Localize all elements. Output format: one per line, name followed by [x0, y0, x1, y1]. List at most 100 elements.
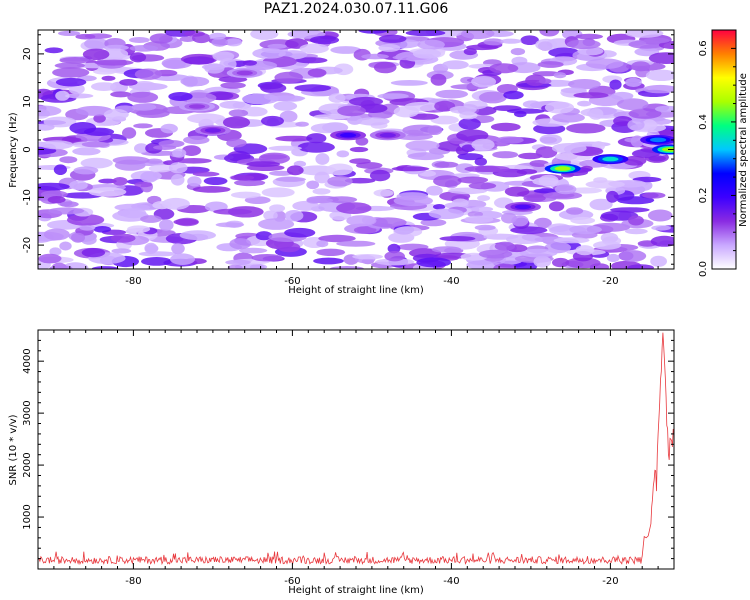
heatmap-cell: [570, 216, 596, 225]
heatmap-cell: [54, 62, 86, 69]
heatmap-cell: [630, 135, 644, 148]
heatmap-cell: [173, 218, 199, 226]
heatmap-cell: [518, 152, 543, 160]
heatmap-cell: [49, 265, 73, 269]
heatmap-cell: [59, 241, 72, 251]
heatmap-cell: [448, 187, 488, 195]
heatmap-cell: [337, 105, 366, 117]
heatmap-cell: [175, 158, 212, 164]
heatmap-cell: [431, 246, 462, 253]
heatmap-cell: [168, 92, 193, 101]
heatmap-cell: [220, 82, 246, 89]
heatmap-cell: [461, 144, 476, 152]
heatmap-cell: [623, 155, 647, 166]
heatmap-cell: [585, 58, 624, 69]
heatmap-cell: [477, 195, 491, 202]
snr-x-label: Height of straight line (km): [288, 585, 424, 596]
heatmap-cell: [204, 63, 225, 74]
heatmap-cell: [650, 255, 667, 267]
heatmap-cell: [553, 72, 567, 79]
heatmap-cell: [471, 76, 497, 88]
x-tick-label: -60: [284, 576, 300, 587]
heatmap-cell: [230, 175, 255, 181]
heatmap-cell: [310, 123, 343, 134]
heatmap-cell: [286, 165, 304, 176]
heatmap-cell: [187, 113, 226, 124]
heatmap-cell: [566, 123, 606, 134]
heatmap-cell: [279, 110, 298, 123]
colorbar-label: Normalized spectral amplitude: [738, 73, 749, 227]
heatmap-cell: [284, 210, 304, 222]
heatmap-cell: [261, 115, 284, 127]
heatmap-cell: [568, 79, 601, 90]
heatmap-cell: [227, 264, 243, 269]
colorbar-tick-label: 0.2: [698, 188, 709, 204]
heatmap-cells: [38, 30, 674, 269]
heatmap-cell: [589, 198, 613, 211]
heatmap-cell: [225, 38, 242, 47]
heatmap-cell: [127, 225, 151, 233]
heatmap-cell: [242, 60, 257, 66]
heatmap-cell: [471, 138, 495, 151]
figure-title: PAZ1.2024.030.07.11.G06: [263, 1, 449, 17]
heatmap-cell: [73, 166, 99, 175]
heatmap-cell: [539, 30, 560, 37]
heatmap-cell: [551, 143, 587, 154]
heatmap-cell: [144, 242, 158, 255]
heatmap-cell: [81, 248, 106, 258]
heatmap-cell: [81, 141, 110, 148]
heatmap-cell: [48, 207, 85, 215]
heatmap-y-ticks: -20 -10 0 10 20: [22, 34, 674, 265]
heatmap-cell: [295, 57, 328, 64]
heatmap-cell: [468, 182, 497, 190]
heatmap-cell: [504, 186, 530, 197]
heatmap-cell: [316, 248, 346, 256]
heatmap-cell: [373, 189, 394, 197]
heatmap-cell: [306, 197, 333, 204]
heatmap-cell: [651, 225, 671, 231]
heatmap-cell: [569, 225, 602, 235]
heatmap-cell: [44, 47, 64, 54]
heatmap-cell: [55, 77, 87, 87]
x-tick-label: -40: [443, 276, 459, 287]
heatmap-cell: [529, 160, 549, 167]
heatmap-cell: [172, 148, 187, 158]
heatmap-cell: [69, 180, 88, 190]
heatmap-cell: [634, 47, 660, 57]
heatmap-cell: [643, 37, 670, 44]
heatmap-cell: [192, 186, 231, 193]
heatmap-cell: [520, 35, 539, 45]
heatmap-hotspot: [602, 156, 619, 162]
colorbar-tick-label: 0.6: [698, 40, 709, 56]
heatmap-cell: [393, 195, 433, 207]
heatmap-cell: [93, 68, 117, 75]
heatmap-cell: [140, 215, 162, 223]
heatmap-cell: [93, 114, 106, 123]
heatmap-cell: [611, 91, 634, 101]
heatmap-cell: [352, 254, 383, 260]
heatmap-cell: [91, 266, 119, 269]
colorbar-tick-label: 0.4: [698, 114, 709, 130]
heatmap-cell: [606, 253, 620, 263]
heatmap-cell: [295, 121, 309, 127]
heatmap-cell: [170, 253, 195, 265]
heatmap-cell: [609, 79, 622, 90]
heatmap-cell: [553, 237, 590, 244]
heatmap-cell: [134, 181, 153, 188]
heatmap-cell: [131, 81, 157, 91]
colorbar-tick-label: 0.0: [698, 261, 709, 277]
heatmap-cell: [129, 45, 159, 52]
heatmap-cell: [449, 105, 477, 114]
heatmap-cell: [533, 255, 552, 268]
heatmap-cell: [544, 101, 575, 114]
heatmap-cell: [433, 175, 462, 188]
heatmap-cell: [353, 226, 377, 234]
heatmap-cell: [568, 187, 603, 194]
heatmap-cell: [532, 177, 559, 186]
heatmap-cell: [575, 33, 603, 40]
heatmap-cell: [313, 114, 351, 120]
heatmap-cell: [180, 76, 210, 87]
heatmap-cell: [134, 68, 162, 80]
snr-x-ticks: -80 -60 -40 -20: [37, 330, 675, 587]
heatmap-cell: [75, 33, 96, 40]
